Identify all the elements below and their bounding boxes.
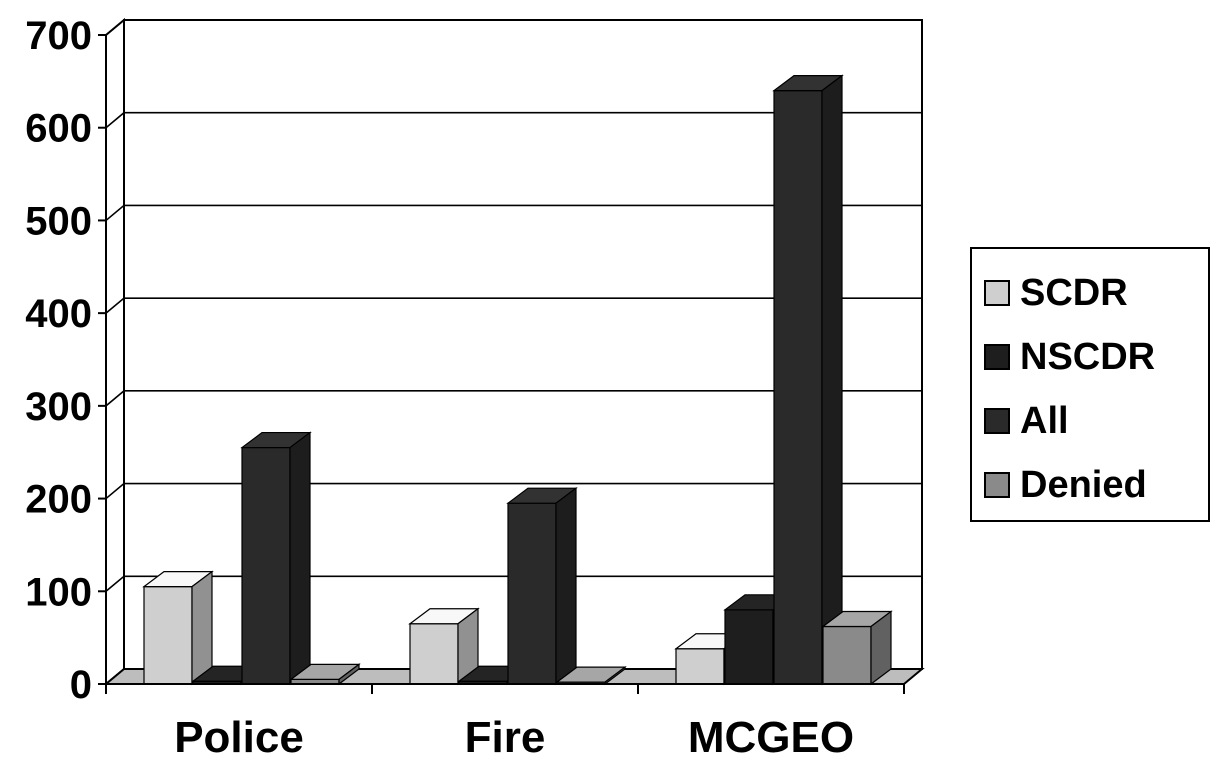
bar-front — [822, 625, 872, 685]
bar-side — [870, 610, 892, 686]
x-axis-labels: Police Fire MCGEO — [105, 683, 905, 762]
bar-side — [289, 431, 311, 686]
y-tick-label: 300 — [25, 385, 92, 429]
bar-front — [409, 623, 459, 685]
bar-side — [821, 74, 843, 686]
y-tick-label: 700 — [25, 14, 92, 58]
legend-item: All — [984, 399, 1069, 443]
bar-side — [338, 663, 360, 686]
gridline — [105, 111, 922, 129]
bar-front — [507, 502, 557, 685]
legend-label: NSCDR — [1020, 335, 1156, 378]
legend-swatch — [984, 344, 1010, 370]
bar-side — [191, 570, 213, 686]
gridline — [105, 204, 922, 222]
bar-front — [241, 446, 291, 685]
legend-swatch — [984, 408, 1010, 434]
bar-front — [143, 586, 193, 685]
gridline — [105, 19, 922, 36]
legend-item: NSCDR — [984, 335, 1155, 379]
bar-front — [724, 609, 774, 685]
y-tick-label: 200 — [25, 478, 92, 522]
x-category-label: MCGEO — [688, 713, 854, 762]
legend-item: Denied — [984, 463, 1147, 507]
y-tick-label: 100 — [25, 570, 92, 614]
bar-front — [773, 90, 823, 685]
y-axis-ticks: 0 100 200 300 400 500 600 700 — [25, 14, 922, 707]
gridline — [105, 575, 922, 592]
gridline — [105, 390, 922, 407]
bar-front — [675, 648, 725, 685]
legend-label: All — [1020, 399, 1069, 442]
x-category-label: Police — [174, 713, 304, 762]
y-tick-label: 500 — [25, 199, 92, 243]
legend-item: SCDR — [984, 271, 1128, 315]
legend-swatch — [984, 472, 1010, 498]
gridline — [105, 482, 922, 500]
gridline — [105, 297, 922, 314]
legend-label: SCDR — [1020, 271, 1128, 314]
bar-series — [142, 74, 893, 686]
y-tick-label: 600 — [25, 107, 92, 151]
x-category-label: Fire — [465, 713, 546, 762]
y-tick-label: 0 — [70, 663, 92, 707]
bar-side — [555, 487, 577, 686]
y-tick-label: 400 — [25, 292, 92, 336]
legend-label: Denied — [1020, 463, 1147, 506]
legend-swatch — [984, 280, 1010, 306]
legend: SCDR NSCDR All Denied — [970, 247, 1210, 522]
